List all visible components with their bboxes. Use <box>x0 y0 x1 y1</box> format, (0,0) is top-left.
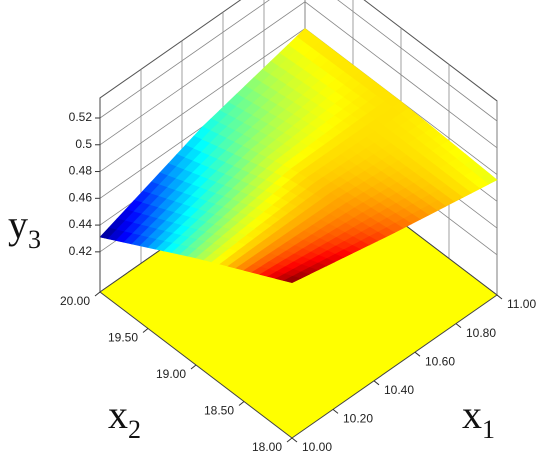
x1-tick <box>496 294 503 300</box>
x2-tick-label: 20.00 <box>60 294 90 308</box>
x1-tick <box>291 437 298 443</box>
z-axis-label: y3 <box>8 202 41 254</box>
x2-tick <box>238 401 245 406</box>
x1-tick-label: 10.80 <box>466 326 496 340</box>
x1-tick <box>373 380 380 386</box>
z-tick-label: 0.46 <box>69 190 93 204</box>
x2-tick <box>142 328 149 333</box>
x2-tick-label: 19.50 <box>108 331 138 345</box>
x2-tick-label: 18.50 <box>204 404 234 418</box>
x1-tick-label: 10.60 <box>425 354 455 368</box>
z-tick-label: 0.42 <box>69 244 93 258</box>
x2-axis-label: x2 <box>108 392 141 444</box>
grid-line <box>99 0 498 122</box>
z-tick-label: 0.44 <box>69 217 93 231</box>
z-tick-label: 0.5 <box>75 137 92 151</box>
z-tick-label: 0.52 <box>69 110 93 124</box>
surface-patch <box>283 275 302 284</box>
x2-tick-label: 19.00 <box>156 367 186 381</box>
x1-tick <box>332 409 339 414</box>
z-tick-label: 0.48 <box>69 164 93 178</box>
x2-tick-label: 18.00 <box>252 440 282 454</box>
x1-tick-label: 10.40 <box>384 383 414 397</box>
x2-tick <box>94 291 101 297</box>
x1-tick <box>414 351 421 357</box>
x1-tick-label: 11.00 <box>507 297 536 311</box>
x2-tick <box>286 437 293 443</box>
x1-tick-label: 10.00 <box>302 440 332 454</box>
x1-tick-label: 10.20 <box>343 412 373 426</box>
x1-axis-label: x1 <box>462 392 495 444</box>
x2-tick <box>190 364 197 370</box>
x1-tick <box>455 323 462 328</box>
